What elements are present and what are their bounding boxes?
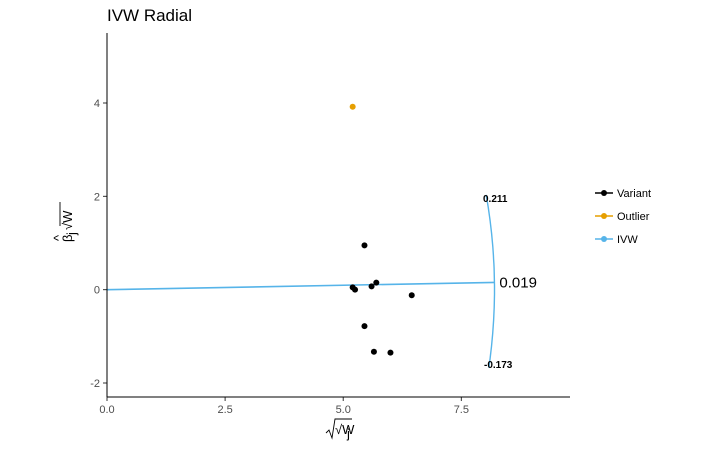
y-axis-title-sqrtw: √W	[60, 210, 75, 230]
y-axis-title-beta: β	[60, 235, 75, 242]
outlier-point	[349, 103, 356, 110]
y-tick-label: 4	[94, 98, 100, 110]
y-axis-ticks: -2 0 2 4	[90, 98, 107, 390]
data-points	[349, 103, 415, 356]
ci-lower-label: -0.173	[484, 360, 513, 371]
legend-label-ivw: IVW	[617, 234, 638, 246]
ivw-estimate-label: 0.019	[499, 274, 537, 291]
variant-point	[361, 242, 368, 249]
legend-item-variant: Variant	[595, 188, 651, 200]
y-axis-title-sub: j	[64, 232, 79, 236]
x-tick-label: 7.5	[454, 404, 469, 416]
x-axis-title-main: √W	[335, 422, 355, 437]
legend-item-outlier: Outlier	[595, 211, 650, 223]
variant-point	[373, 279, 380, 286]
variant-point	[408, 292, 415, 299]
legend-label-variant: Variant	[617, 188, 651, 200]
variant-point	[387, 349, 394, 356]
x-axis-title-sub: j	[346, 426, 350, 441]
legend-item-ivw: IVW	[595, 234, 638, 246]
y-tick-label: 2	[94, 191, 100, 203]
plot-area: 0.0 2.5 5.0 7.5 -2 0 2 4 0.019 0.211 -0.173	[90, 33, 570, 416]
variant-point	[368, 283, 375, 290]
variant-point	[370, 348, 377, 355]
x-axis-ticks: 0.0 2.5 5.0 7.5	[99, 397, 469, 416]
ci-upper-label: 0.211	[483, 194, 508, 205]
legend-key-dot	[601, 190, 607, 196]
ivw-layer: 0.019 0.211 -0.173	[106, 194, 537, 371]
chart-title: IVW Radial	[107, 6, 192, 25]
legend-key-dot	[601, 236, 607, 242]
y-tick-label: -2	[90, 378, 100, 390]
ivw-ci-arc	[485, 194, 496, 368]
variant-point	[352, 286, 359, 293]
legend-label-outlier: Outlier	[617, 211, 650, 223]
x-tick-label: 0.0	[99, 404, 114, 416]
y-tick-label: 0	[94, 285, 100, 297]
legend: Variant Outlier IVW	[595, 188, 651, 246]
x-tick-label: 2.5	[217, 404, 232, 416]
y-axis-title-hat: ^	[51, 234, 66, 241]
ivw-fit-line	[106, 281, 495, 291]
x-tick-label: 5.0	[336, 404, 351, 416]
variant-point	[361, 323, 368, 330]
y-axis-title: β ^ j √W	[51, 202, 79, 242]
legend-key-dot	[601, 213, 607, 219]
x-axis-title: √W j	[325, 418, 355, 441]
